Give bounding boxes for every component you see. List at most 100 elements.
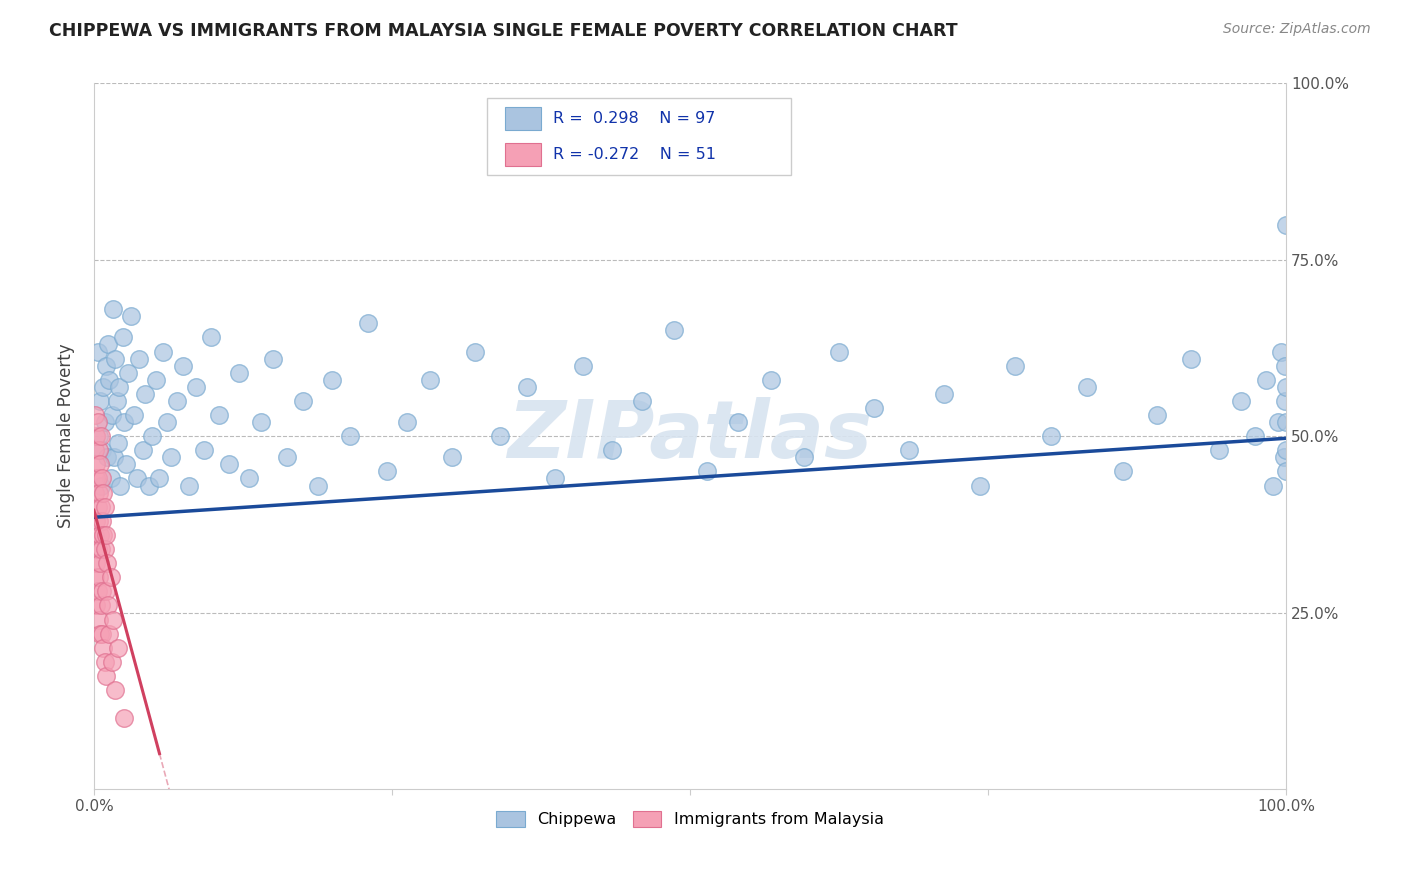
Point: [84, 528, 107, 542]
Point: [1076, 380, 1098, 394]
Point: [128, 351, 150, 366]
Point: [396, 415, 419, 429]
Point: [86, 514, 108, 528]
Point: [87, 613, 110, 627]
Point: [87, 429, 110, 443]
Point: [132, 443, 155, 458]
Y-axis label: Single Female Poverty: Single Female Poverty: [58, 343, 75, 528]
Point: [489, 429, 512, 443]
Point: [898, 443, 921, 458]
Point: [100, 471, 122, 485]
Text: R = -0.272    N = 51: R = -0.272 N = 51: [553, 147, 716, 161]
Text: ZIPatlas: ZIPatlas: [508, 397, 873, 475]
Point: [375, 465, 398, 479]
Point: [138, 478, 160, 492]
Point: [86, 556, 108, 570]
Point: [87, 514, 110, 528]
Point: [90, 429, 112, 443]
Point: [90, 541, 112, 556]
Point: [1274, 393, 1296, 408]
Point: [321, 373, 343, 387]
Point: [86, 415, 108, 429]
Point: [1274, 359, 1296, 373]
Point: [96, 556, 118, 570]
Point: [105, 393, 128, 408]
Point: [87, 570, 110, 584]
Point: [544, 471, 567, 485]
Point: [86, 599, 108, 613]
Point: [101, 302, 124, 317]
Legend: Chippewa, Immigrants from Malaysia: Chippewa, Immigrants from Malaysia: [489, 805, 890, 834]
Point: [87, 485, 110, 500]
Point: [1261, 478, 1284, 492]
Point: [1270, 344, 1292, 359]
Point: [96, 450, 118, 465]
Point: [1146, 408, 1168, 422]
Point: [262, 351, 284, 366]
Point: [208, 408, 231, 422]
Point: [112, 711, 135, 725]
Point: [94, 528, 117, 542]
Point: [631, 393, 654, 408]
Point: [94, 669, 117, 683]
Point: [969, 478, 991, 492]
Point: [101, 613, 124, 627]
Point: [104, 683, 127, 698]
Point: [125, 471, 148, 485]
Point: [98, 373, 121, 387]
Point: [516, 380, 538, 394]
Point: [238, 471, 260, 485]
Point: [97, 599, 120, 613]
Point: [932, 387, 955, 401]
Point: [93, 485, 115, 500]
Point: [1275, 218, 1298, 232]
Point: [86, 458, 108, 472]
Point: [89, 556, 111, 570]
Point: [108, 478, 131, 492]
FancyBboxPatch shape: [488, 97, 792, 175]
Point: [152, 344, 174, 359]
Point: [89, 458, 111, 472]
Point: [1040, 429, 1063, 443]
Point: [218, 458, 240, 472]
Point: [186, 380, 208, 394]
Point: [103, 450, 125, 465]
Point: [111, 330, 134, 344]
Point: [1244, 429, 1267, 443]
Point: [179, 478, 201, 492]
Point: [228, 366, 250, 380]
Point: [93, 415, 115, 429]
Point: [250, 415, 273, 429]
Point: [89, 626, 111, 640]
Point: [193, 443, 215, 458]
Point: [86, 471, 108, 485]
Point: [91, 443, 114, 458]
Point: [86, 429, 108, 443]
Point: [94, 359, 117, 373]
FancyBboxPatch shape: [505, 143, 541, 166]
Point: [276, 450, 298, 465]
Point: [101, 655, 124, 669]
Point: [696, 465, 718, 479]
Point: [1111, 465, 1133, 479]
Point: [419, 373, 441, 387]
Point: [120, 310, 142, 324]
Point: [307, 478, 329, 492]
Point: [86, 471, 108, 485]
Point: [84, 408, 107, 422]
Point: [1275, 443, 1298, 458]
Point: [793, 450, 815, 465]
Point: [1229, 393, 1251, 408]
Point: [86, 500, 108, 514]
Point: [145, 373, 167, 387]
Point: [86, 584, 108, 599]
Point: [1275, 380, 1298, 394]
Point: [90, 599, 112, 613]
Point: [93, 541, 115, 556]
Point: [84, 443, 107, 458]
Point: [1004, 359, 1026, 373]
Point: [160, 450, 183, 465]
Point: [172, 359, 194, 373]
Point: [828, 344, 851, 359]
Point: [664, 323, 686, 337]
